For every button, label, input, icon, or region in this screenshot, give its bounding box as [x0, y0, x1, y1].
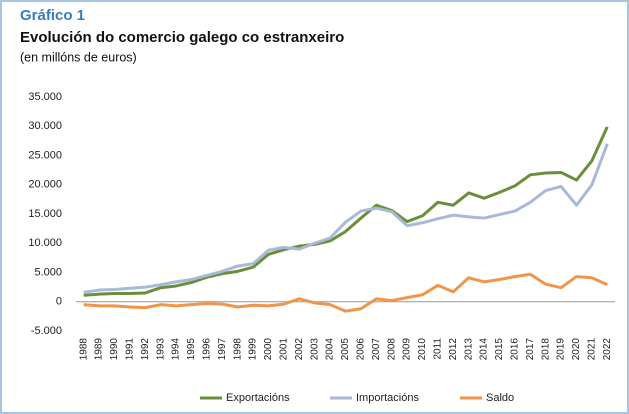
- y-tick-label: 20.000: [28, 179, 62, 191]
- y-tick-label: 10.000: [28, 237, 62, 249]
- x-tick-label: 2019: [556, 338, 567, 361]
- y-tick-label: 5.000: [34, 266, 62, 278]
- chart-subtitle: Evolución do comercio galego co estranxe…: [20, 29, 344, 46]
- x-tick-label: 2005: [340, 338, 351, 361]
- x-tick-label: 2018: [540, 338, 551, 361]
- x-tick-label: 2012: [448, 338, 459, 361]
- series-line: [83, 272, 608, 313]
- legend-label: Importacións: [356, 392, 419, 404]
- x-tick-label: 2004: [325, 338, 336, 361]
- x-tick-label: 1994: [171, 338, 182, 361]
- x-tick-label: 2001: [279, 338, 290, 361]
- chart-title: Gráfico 1: [20, 7, 85, 24]
- y-tick-label: 35.000: [28, 91, 62, 103]
- x-tick-label: 2006: [356, 338, 367, 361]
- y-tick-label: -5.000: [31, 325, 62, 337]
- legend-label: Saldo: [486, 392, 514, 404]
- x-tick-label: 1993: [155, 338, 166, 361]
- x-tick-label: 1995: [186, 338, 197, 361]
- legend-label: Exportacións: [226, 392, 290, 404]
- y-tick-label: 0: [56, 296, 62, 308]
- x-tick-label: 2009: [402, 338, 413, 361]
- x-tick-label: 2000: [263, 338, 274, 361]
- x-tick-label: 2013: [463, 338, 474, 361]
- x-tick-label: 1997: [217, 338, 228, 361]
- x-tick-label: 1996: [202, 338, 213, 361]
- x-tick-label: 2022: [602, 338, 613, 361]
- x-tick-label: 2014: [479, 338, 490, 361]
- x-tick-label: 1991: [125, 338, 136, 361]
- x-tick-label: 2015: [494, 338, 505, 361]
- x-tick-label: 2002: [294, 338, 305, 361]
- x-tick-label: 2011: [433, 338, 444, 360]
- x-tick-label: 1992: [140, 338, 151, 361]
- x-tick-label: 2008: [386, 338, 397, 361]
- x-tick-label: 2017: [525, 338, 536, 361]
- unit-label: (en millóns de euros): [20, 50, 137, 64]
- x-tick-label: 1999: [248, 338, 259, 361]
- y-tick-label: 30.000: [28, 120, 62, 132]
- series-line: [83, 143, 609, 294]
- x-tick-label: 1990: [109, 338, 120, 361]
- x-tick-label: 2021: [587, 338, 598, 361]
- x-tick-label: 2010: [417, 338, 428, 361]
- y-tick-label: 25.000: [28, 149, 62, 161]
- series-line: [83, 126, 609, 297]
- y-tick-label: 15.000: [28, 208, 62, 220]
- x-tick-label: 1989: [94, 338, 105, 361]
- x-tick-label: 2007: [371, 338, 382, 361]
- x-tick-label: 2020: [571, 338, 582, 361]
- x-tick-label: 2016: [510, 338, 521, 361]
- x-tick-label: 1988: [78, 338, 89, 361]
- x-tick-label: 1998: [232, 338, 243, 361]
- x-tick-label: 2003: [309, 338, 320, 361]
